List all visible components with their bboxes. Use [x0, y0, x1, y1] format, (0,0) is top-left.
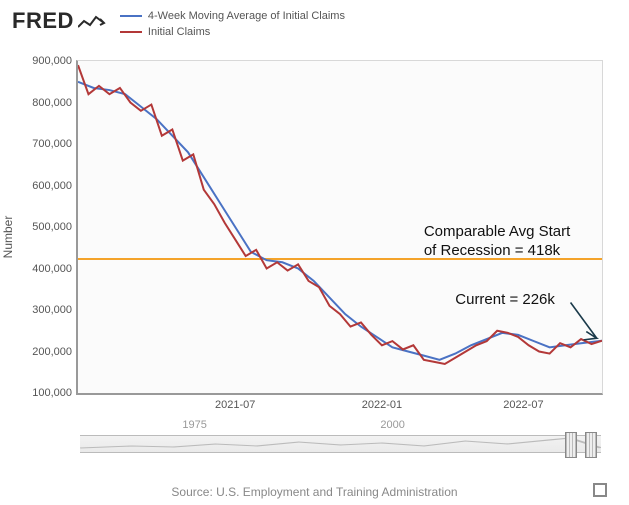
x-tick: 2022-07 — [503, 399, 543, 411]
y-tick: 900,000 — [22, 55, 72, 67]
chart-header: FRED 4-Week Moving Average of Initial Cl… — [12, 8, 617, 50]
legend-swatch — [120, 31, 142, 33]
y-tick: 800,000 — [22, 97, 72, 109]
nav-tick: 1975 — [182, 419, 206, 431]
y-tick: 600,000 — [22, 180, 72, 192]
legend: 4-Week Moving Average of Initial Claims … — [120, 8, 345, 38]
legend-label: 4-Week Moving Average of Initial Claims — [148, 10, 345, 22]
fullscreen-icon[interactable] — [593, 483, 607, 497]
source-attribution: Source: U.S. Employment and Training Adm… — [0, 485, 629, 499]
annotation-arrow — [78, 61, 602, 393]
y-tick: 700,000 — [22, 138, 72, 150]
time-navigator[interactable]: 1975 2000 — [80, 435, 601, 461]
logo-text: FRED — [12, 8, 74, 34]
nav-tick: 2000 — [380, 419, 404, 431]
legend-swatch — [120, 15, 142, 17]
plot-area[interactable]: 100,000200,000300,000400,000500,000600,0… — [76, 60, 603, 395]
chart-card: FRED 4-Week Moving Average of Initial Cl… — [0, 0, 629, 505]
logo-sparkline-icon — [78, 13, 108, 31]
nav-handle-right[interactable] — [585, 432, 597, 458]
y-tick: 300,000 — [22, 304, 72, 316]
nav-track[interactable] — [80, 435, 601, 453]
legend-item: 4-Week Moving Average of Initial Claims — [120, 10, 345, 22]
x-tick: 2022-01 — [362, 399, 402, 411]
x-tick: 2021-07 — [215, 399, 255, 411]
legend-label: Initial Claims — [148, 26, 210, 38]
y-axis-label: Number — [1, 215, 15, 258]
legend-item: Initial Claims — [120, 26, 345, 38]
y-tick: 400,000 — [22, 263, 72, 275]
nav-handle-left[interactable] — [565, 432, 577, 458]
fred-logo: FRED — [12, 8, 108, 34]
chart-zone: Number 100,000200,000300,000400,000500,0… — [20, 54, 609, 419]
y-tick: 200,000 — [22, 346, 72, 358]
nav-sparkline-icon — [80, 436, 601, 452]
y-tick: 100,000 — [22, 387, 72, 399]
y-tick: 500,000 — [22, 221, 72, 233]
